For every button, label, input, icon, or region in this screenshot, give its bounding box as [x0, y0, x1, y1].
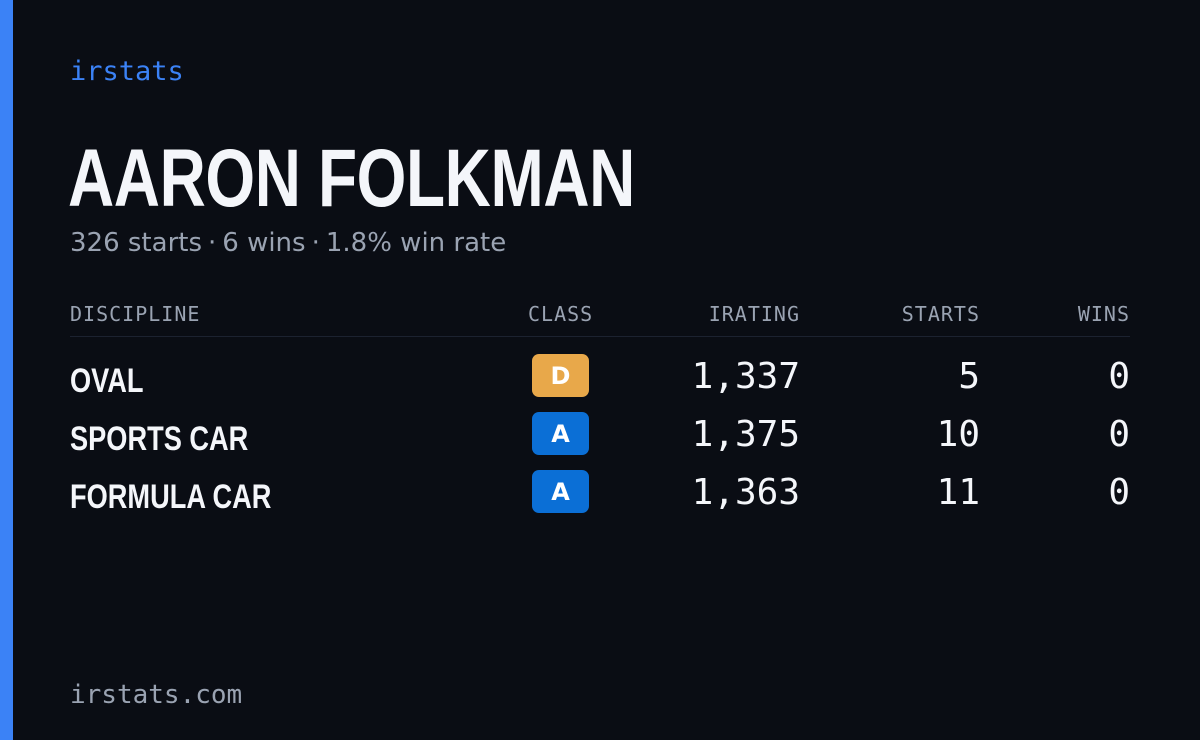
starts-value: 5 — [958, 356, 980, 397]
header-discipline: DISCIPLINE — [70, 302, 201, 326]
header-class: CLASS — [528, 302, 594, 326]
wins-value: 0 — [1108, 414, 1130, 455]
footer-url[interactable]: irstats.com — [70, 680, 243, 710]
class-badge: A — [532, 470, 589, 513]
brand-logo-text: irstats — [70, 56, 184, 87]
wins-value: 0 — [1108, 472, 1130, 513]
irating-value: 1,337 — [691, 356, 800, 397]
wins-value: 0 — [1108, 356, 1130, 397]
summary-wins: 6 wins — [222, 228, 306, 258]
accent-bar — [0, 0, 13, 740]
irating-value: 1,375 — [691, 414, 800, 455]
driver-name: AARON FOLKMAN — [68, 133, 635, 224]
table-row-sports-car: SPORTS CAR A 1,375 10 0 — [70, 412, 1130, 470]
summary-starts: 326 starts — [70, 228, 202, 258]
header-wins: WINS — [1077, 302, 1130, 326]
discipline-name: FORMULA CAR — [70, 478, 272, 516]
table-row-oval: OVAL D 1,337 5 0 — [70, 354, 1130, 412]
header-irating: IRATING — [708, 302, 800, 326]
discipline-name: SPORTS CAR — [70, 420, 249, 458]
summary-separator: · — [208, 228, 217, 258]
header-starts: STARTS — [901, 302, 980, 326]
summary-win-rate: 1.8% win rate — [325, 228, 507, 258]
starts-value: 10 — [936, 414, 980, 455]
class-badge: D — [532, 354, 589, 397]
driver-summary: 326 starts · 6 wins · 1.8% win rate — [70, 228, 506, 258]
starts-value: 11 — [936, 472, 980, 513]
summary-separator: · — [311, 228, 320, 258]
table-header: DISCIPLINE CLASS IRATING STARTS WINS — [70, 300, 1130, 337]
discipline-name: OVAL — [70, 362, 144, 400]
irating-value: 1,363 — [691, 472, 800, 513]
table-row-formula-car: FORMULA CAR A 1,363 11 0 — [70, 470, 1130, 528]
class-badge: A — [532, 412, 589, 455]
